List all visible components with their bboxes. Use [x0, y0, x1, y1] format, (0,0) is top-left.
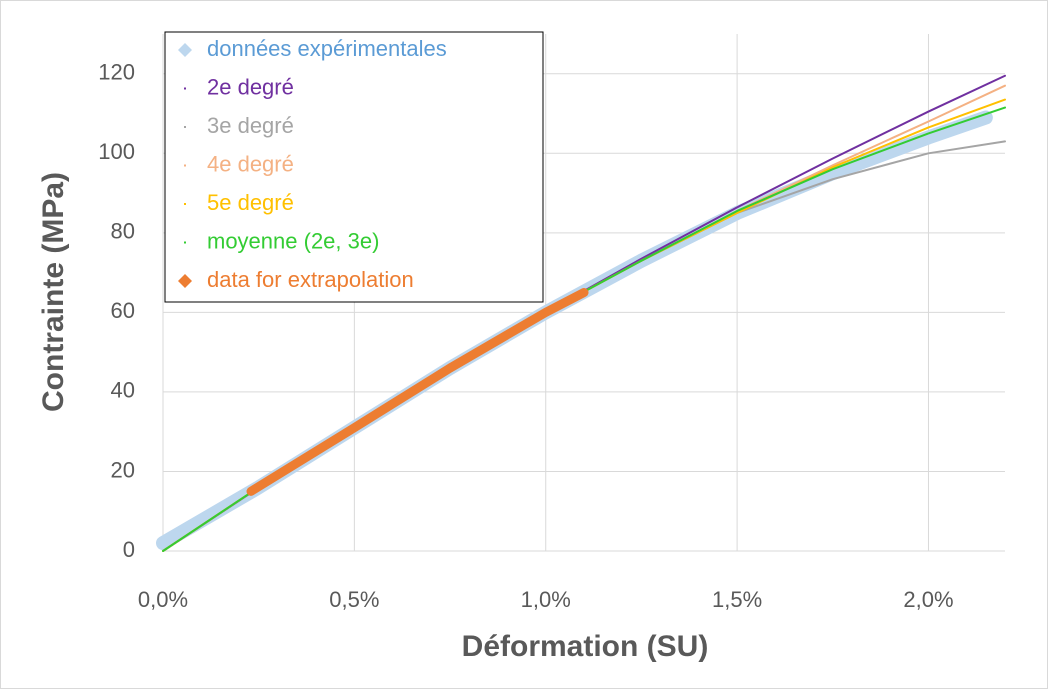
legend-label: moyenne (2e, 3e) — [207, 228, 379, 253]
x-tick-label: 1,0% — [521, 587, 571, 612]
x-tick-label: 2,0% — [903, 587, 953, 612]
legend-label: 2e degré — [207, 74, 294, 99]
legend-label: 4e degré — [207, 151, 294, 176]
legend-label: 3e degré — [207, 113, 294, 138]
legend-label: 5e degré — [207, 190, 294, 215]
y-tick-label: 100 — [98, 139, 135, 164]
x-axis-title: Déformation (SU) — [462, 630, 709, 663]
legend-marker — [178, 274, 192, 288]
y-tick-label: 120 — [98, 60, 135, 85]
legend-box — [164, 31, 544, 303]
legend-label: données expérimentales — [207, 36, 447, 61]
legend-marker — [178, 43, 192, 57]
y-tick-label: 80 — [111, 219, 135, 244]
y-tick-label: 40 — [111, 378, 135, 403]
x-tick-label: 0,0% — [138, 587, 188, 612]
y-tick-label: 60 — [111, 298, 135, 323]
series-line — [246, 288, 589, 496]
y-tick-label: 0 — [123, 537, 135, 562]
legend-label: data for extrapolation — [207, 267, 414, 292]
x-tick-label: 1,5% — [712, 587, 762, 612]
x-tick-label: 0,5% — [329, 587, 379, 612]
y-axis-title: Contrainte (MPa) — [37, 172, 70, 412]
y-tick-label: 20 — [111, 457, 135, 482]
